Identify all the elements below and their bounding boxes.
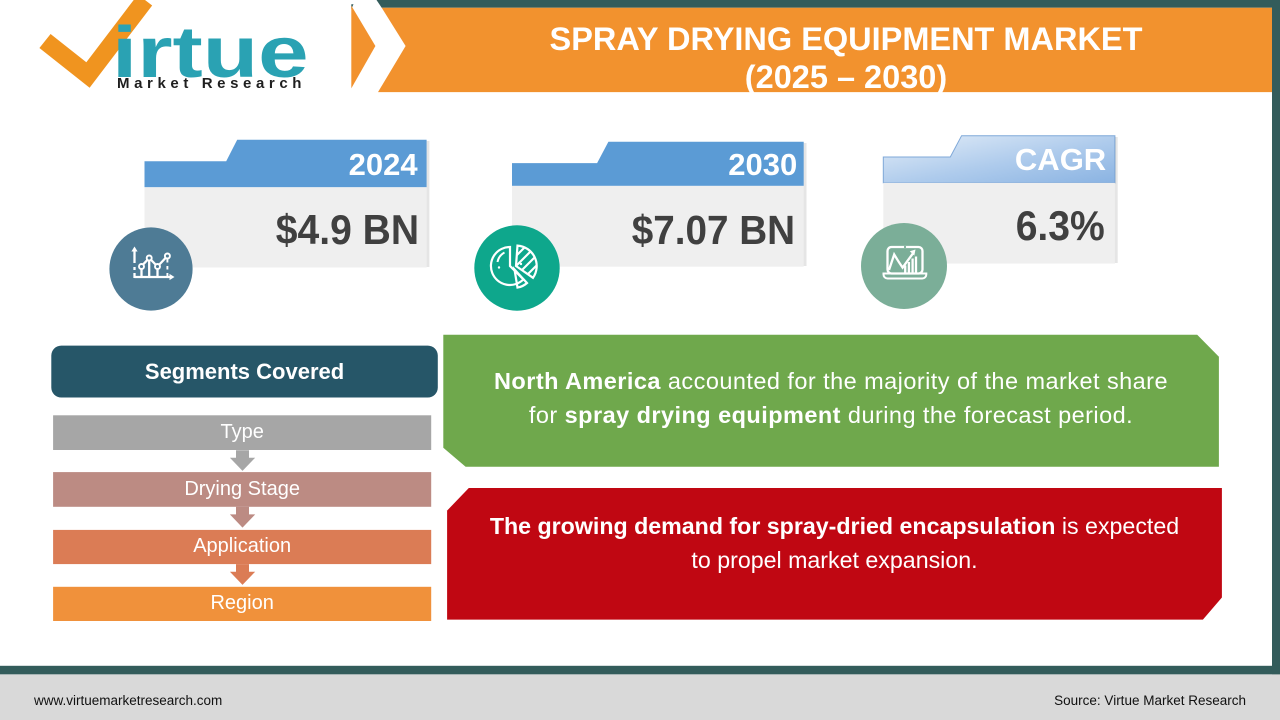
svg-text:irtue: irtue — [112, 13, 309, 93]
svg-text:Market Research: Market Research — [117, 75, 306, 92]
